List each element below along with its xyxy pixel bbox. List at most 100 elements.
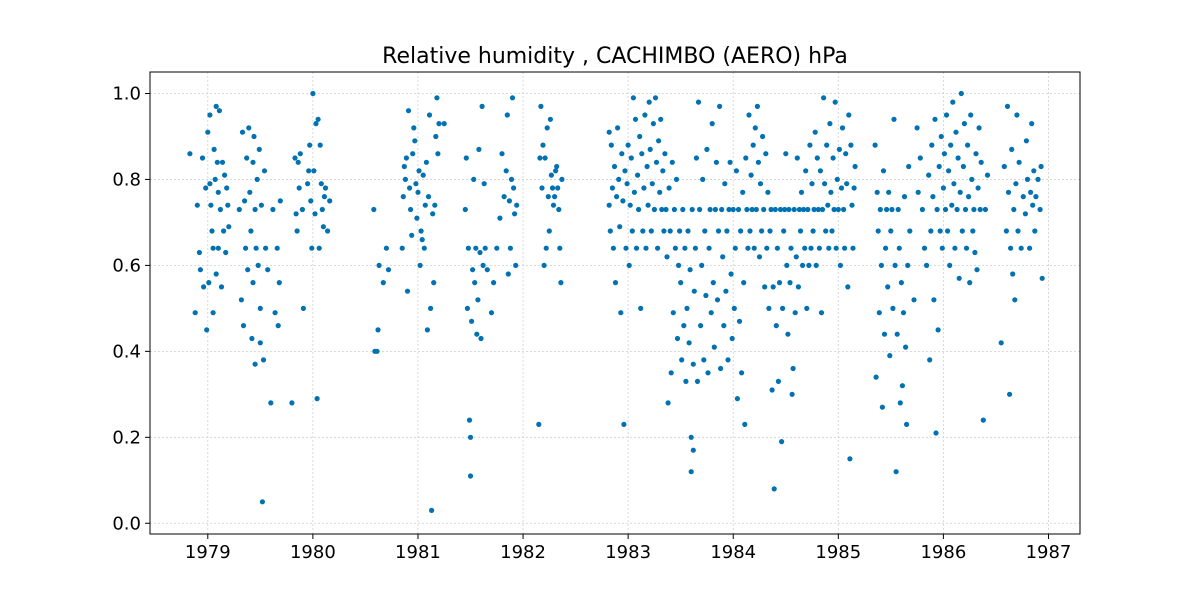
data-point [800,262,806,268]
data-point [847,456,853,462]
data-point [672,245,679,251]
data-point [542,155,548,161]
data-point [684,305,690,311]
y-axis: 0.0 0.2 0.4 0.6 0.8 1.0 [112,83,150,534]
data-point [841,206,847,213]
data-point [815,206,821,213]
plot-frame [149,71,1081,535]
data-point [823,228,829,234]
data-point [839,125,846,131]
data-point [971,206,977,213]
data-point [664,254,670,260]
data-point [708,310,714,316]
data-point [763,151,769,157]
data-point [842,245,848,251]
data-point [375,327,381,333]
data-point [1029,121,1035,127]
data-point [677,228,683,234]
data-point [1028,189,1034,195]
data-point [739,370,745,376]
data-point [300,305,306,311]
data-point [252,206,258,213]
data-point [314,396,320,402]
data-point [270,206,276,213]
data-point [689,206,695,213]
data-point [216,108,222,114]
data-point [215,189,221,195]
data-point [1004,103,1011,109]
data-point [553,168,559,174]
data-point [413,181,419,187]
data-point [431,280,437,286]
data-point [501,194,507,200]
data-point [465,245,471,251]
data-point [917,155,923,161]
data-point [399,245,405,251]
data-point [417,262,423,268]
data-point [638,305,644,311]
data-point [957,189,963,195]
data-point [751,245,757,251]
data-point [670,310,676,316]
data-point [915,189,921,195]
data-point [814,155,820,161]
data-point [312,211,318,217]
data-point [463,155,469,161]
data-point [905,262,911,268]
data-point [469,318,475,324]
data-point [773,323,779,329]
data-point [499,151,505,157]
data-point [503,168,509,174]
data-point [729,335,735,342]
data-point [690,447,696,453]
data-point [938,133,944,140]
data-point [748,172,754,178]
data-point [849,202,855,208]
data-point [963,245,970,251]
data-point [210,310,216,316]
data-point [538,103,544,109]
data-point [248,228,254,234]
data-point [1022,211,1028,217]
data-point [699,262,705,268]
data-point [254,176,260,182]
data-point [637,133,643,140]
data-point [688,434,694,440]
data-point [536,421,542,427]
data-point [421,245,427,251]
data-point [969,176,975,182]
data-point [984,172,991,178]
data-point [787,280,793,286]
data-point [299,206,305,213]
data-point [289,400,295,406]
data-point [488,310,495,316]
data-point [975,185,981,191]
data-point [201,284,207,290]
data-point [467,473,474,479]
data-point [883,245,889,251]
data-point [948,142,954,148]
data-point [712,206,719,213]
data-point [949,202,955,208]
data-point [226,224,232,230]
data-point [965,142,971,148]
data-point [205,129,211,135]
data-point [621,421,627,427]
data-point [687,267,693,273]
data-point [702,228,708,234]
data-point [305,181,311,187]
data-point [318,181,324,187]
data-point [795,284,802,290]
data-point [813,262,819,268]
data-point [775,378,782,384]
data-point [757,181,764,187]
data-point [249,335,255,342]
data-point [904,421,910,427]
data-point [887,353,893,359]
data-point [272,310,278,316]
y-tick-label: 0.8 [112,169,141,190]
data-point [760,133,766,140]
data-point [810,228,816,234]
data-point [691,288,697,294]
data-point [723,288,729,294]
